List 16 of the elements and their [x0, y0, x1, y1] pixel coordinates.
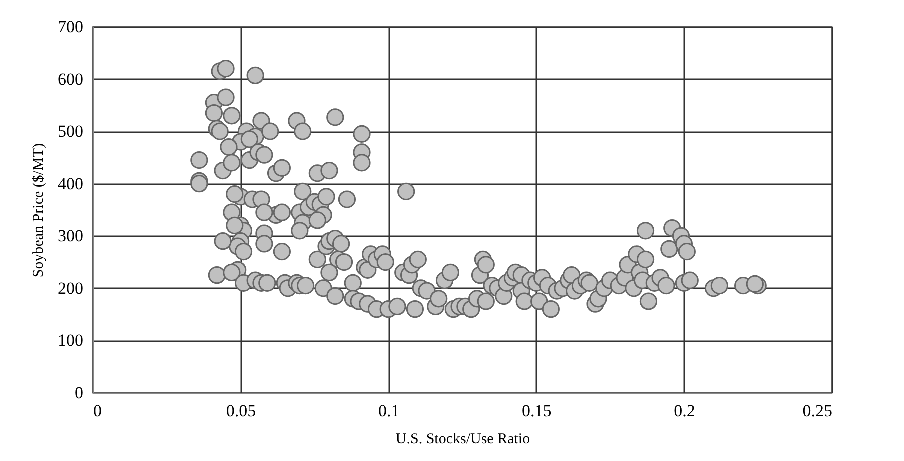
x-tick-label: 0.1 — [378, 402, 400, 420]
y-tick-label: 0 — [75, 384, 84, 402]
x-tick-label: 0.05 — [226, 402, 256, 420]
y-tick-label: 500 — [58, 122, 84, 142]
y-tick-label: 400 — [58, 174, 84, 194]
y-tick-label: 100 — [58, 331, 84, 350]
y-tick-label: 300 — [58, 226, 84, 246]
y-tick-label: 600 — [58, 70, 84, 89]
x-tick-label: 0.25 — [802, 402, 832, 420]
y-axis-title: Soybean Price ($/MT) — [31, 143, 47, 278]
x-tick-label: 0.2 — [674, 402, 696, 420]
y-tick-label: 200 — [58, 278, 84, 298]
y-tick-label: 700 — [58, 18, 84, 36]
x-tick-label: 0.15 — [522, 402, 552, 420]
x-axis-title: U.S. Stocks/Use Ratio — [396, 432, 530, 448]
x-tick-label: 0 — [94, 402, 102, 420]
